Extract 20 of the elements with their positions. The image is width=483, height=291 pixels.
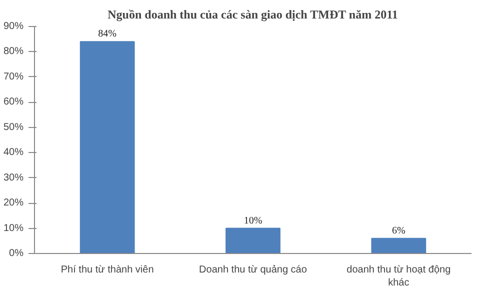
- bar: [371, 238, 426, 254]
- y-tick-label: 60%: [3, 96, 24, 108]
- y-tick-label: 10%: [3, 222, 24, 234]
- bar: [226, 228, 280, 254]
- y-tick-label: 30%: [3, 172, 24, 184]
- x-tick-label: doanh thu từ hoạt động khác: [346, 264, 451, 289]
- x-tick-label: Doanh thu từ quảng cáo: [199, 264, 308, 276]
- y-tick-label: 50%: [3, 122, 24, 133]
- y-tick-label: 40%: [3, 147, 24, 158]
- y-tick-label: 80%: [3, 46, 24, 58]
- y-tick-label: 90%: [3, 21, 24, 32]
- y-tick-label: 20%: [3, 198, 24, 209]
- data-label: 10%: [244, 215, 262, 226]
- data-label: 84%: [98, 28, 117, 40]
- bar: [80, 41, 135, 254]
- chart-title: Nguồn doanh thu của các sàn giao dịch TMĐT năm 2011: [108, 8, 398, 22]
- x-tick-label: Phí thu từ thành viên: [60, 264, 154, 276]
- y-tick-label: 70%: [3, 71, 24, 82]
- data-label: 6%: [392, 225, 406, 236]
- y-tick-label: 0%: [9, 248, 24, 259]
